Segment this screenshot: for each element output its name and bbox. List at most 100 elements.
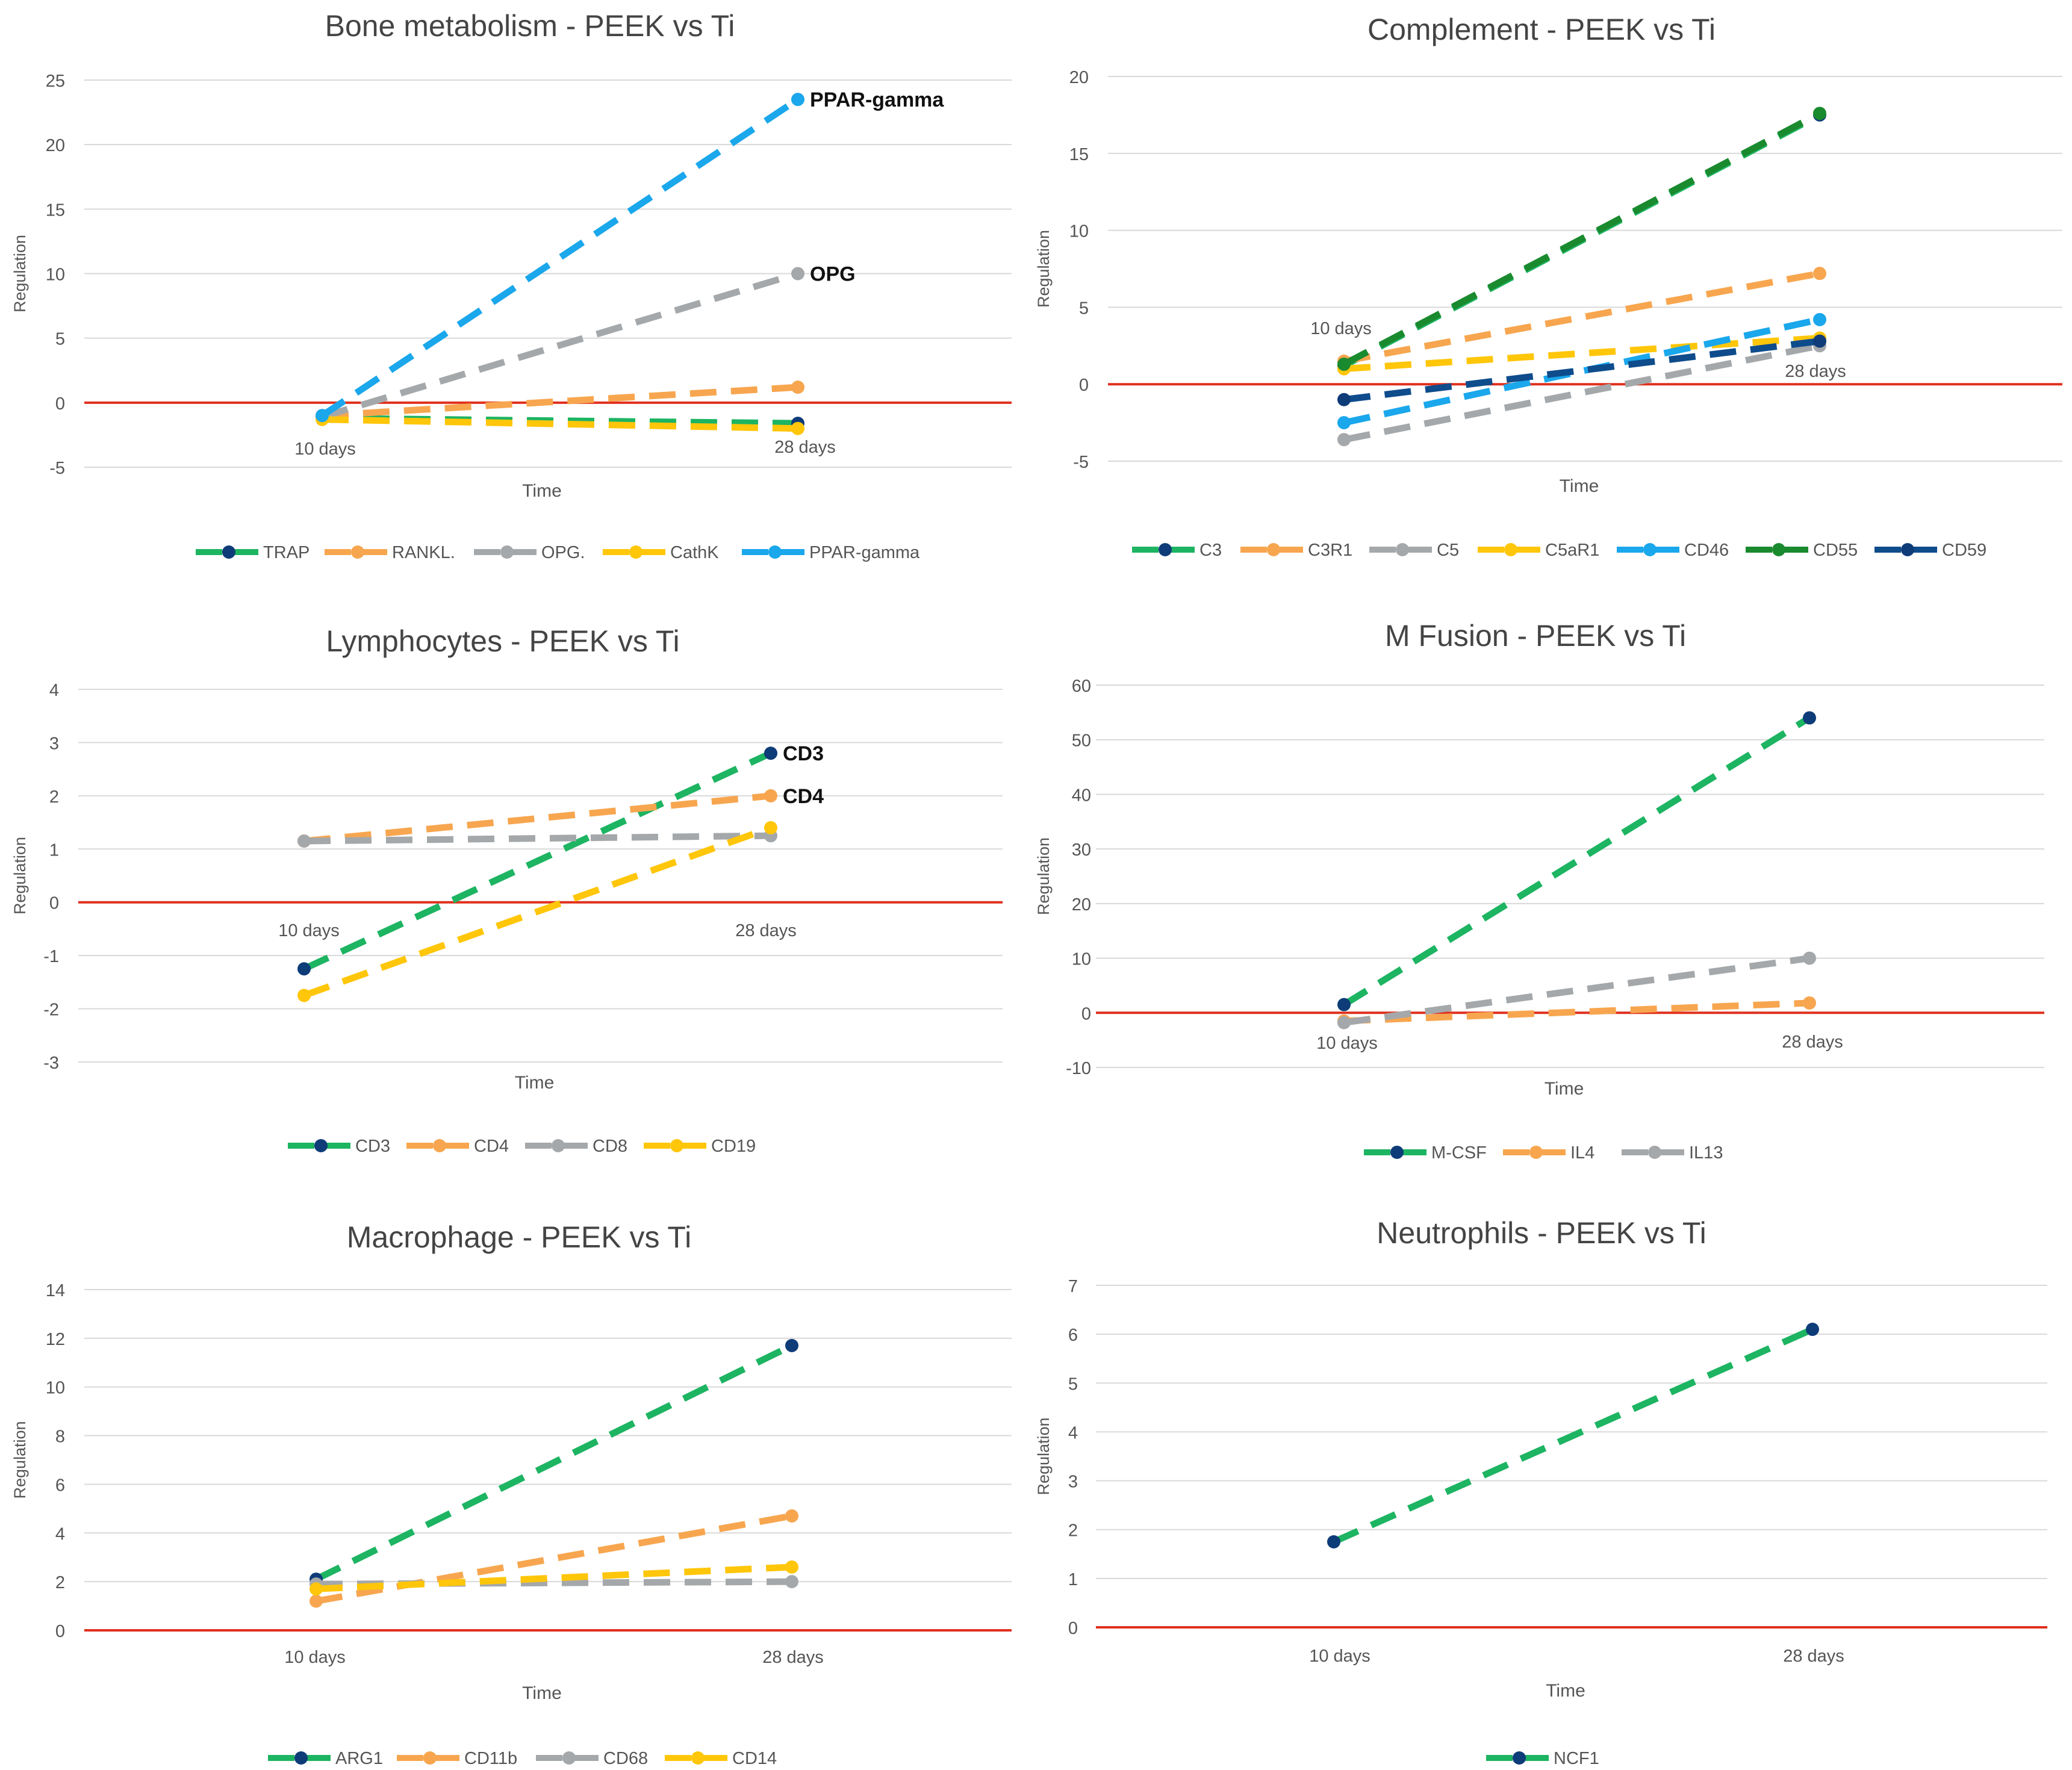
y-tick-label: 10 xyxy=(1072,950,1091,969)
series-line-cd8 xyxy=(303,832,771,845)
series-m-csf xyxy=(1337,711,1816,1011)
series-line-il4 xyxy=(1343,999,1810,1025)
y-tick-label: 3 xyxy=(49,734,59,753)
legend-item-c5: C5 xyxy=(1369,541,1459,560)
chart-bone-metabolism-peek-vs-ti: Bone metabolism - PEEK vs Ti -5 0 5 10 15 20 25… xyxy=(11,9,1012,562)
x-axis-label: Time xyxy=(515,1073,555,1093)
legend-item-il4: IL4 xyxy=(1503,1143,1594,1163)
legend-swatch-marker xyxy=(629,545,642,559)
y-tick-label: 0 xyxy=(1079,376,1089,395)
x-category-label: 10 days xyxy=(294,439,356,459)
legend-swatch-marker xyxy=(1772,543,1785,556)
data-point-cd68 xyxy=(785,1575,798,1589)
legend-item-c5ar1: C5aR1 xyxy=(1478,541,1599,560)
y-axis-label: Regulation xyxy=(11,1421,29,1498)
data-point-cd59 xyxy=(1337,393,1351,406)
data-point-ncf1 xyxy=(1806,1323,1819,1337)
chart-title: Complement - PEEK vs Ti xyxy=(1367,13,1716,46)
series-arg1 xyxy=(310,1338,798,1586)
legend-label: CD3 xyxy=(355,1137,390,1156)
data-point-cd46 xyxy=(1337,416,1351,430)
legend-item-cd4: CD4 xyxy=(406,1137,509,1156)
x-category-label: 28 days xyxy=(762,1648,824,1667)
y-tick-label: 2 xyxy=(1068,1521,1078,1541)
legend-label: CD4 xyxy=(474,1137,509,1156)
y-tick-label: -2 xyxy=(43,1001,59,1020)
legend-item-cd19: CD19 xyxy=(644,1137,756,1156)
legend-swatch-marker xyxy=(1159,543,1172,556)
data-point-cd59 xyxy=(1813,334,1826,348)
data-label-cd4: CD4 xyxy=(783,785,824,808)
data-point-cd11b xyxy=(785,1509,798,1523)
legend-label: PPAR-gamma xyxy=(809,543,920,562)
data-point-il13 xyxy=(1337,1016,1351,1029)
y-tick-label: 10 xyxy=(1069,222,1089,241)
y-tick-label: 4 xyxy=(1068,1423,1078,1442)
y-tick-label: 12 xyxy=(46,1330,65,1349)
legend-item-cd3: CD3 xyxy=(288,1137,390,1156)
data-point-il13 xyxy=(1803,951,1816,965)
legend-item-opg: OPG. xyxy=(474,543,585,562)
data-point-cd19 xyxy=(297,989,311,1002)
series-line-c3r1 xyxy=(1343,270,1820,365)
series-il13 xyxy=(1337,951,1816,1029)
legend-item-il13: IL13 xyxy=(1622,1143,1723,1163)
legend-item-arg1: ARG1 xyxy=(268,1749,383,1768)
chart-title: Lymphocytes - PEEK vs Ti xyxy=(326,624,679,658)
legend-swatch-marker xyxy=(500,545,514,559)
x-axis-label: Time xyxy=(522,1683,562,1703)
data-point-c5 xyxy=(1337,433,1351,447)
chart-m-fusion-peek-vs-ti: M Fusion - PEEK vs Ti -10 0 10 20 30 40 50 60 Reg… xyxy=(1034,619,2044,1163)
y-tick-label: 10 xyxy=(46,1379,65,1398)
x-category-label: 10 days xyxy=(278,921,340,940)
data-point-rankl xyxy=(791,380,804,394)
legend-swatch-marker xyxy=(1396,543,1409,556)
y-tick-label: 0 xyxy=(49,894,59,913)
legend-label: CD46 xyxy=(1684,541,1729,560)
legend-swatch-marker xyxy=(433,1139,446,1152)
data-point-cd55 xyxy=(1813,107,1826,120)
y-tick-label: 5 xyxy=(1068,1374,1078,1394)
legend-item-cd46: CD46 xyxy=(1617,541,1729,560)
y-axis-label: Regulation xyxy=(11,235,29,312)
legend-swatch-marker xyxy=(670,1139,683,1152)
x-category-label: 28 days xyxy=(735,921,797,940)
chart-title: Neutrophils - PEEK vs Ti xyxy=(1377,1216,1706,1250)
series-ppar-gamma: PPAR-gamma xyxy=(316,88,944,423)
y-tick-label: 0 xyxy=(1081,1004,1091,1023)
legend-item-cd14: CD14 xyxy=(665,1749,777,1768)
legend-swatch-marker xyxy=(552,1139,565,1152)
x-axis-label: Time xyxy=(1560,476,1599,496)
series-opg: OPG xyxy=(316,263,856,424)
data-point-cd4 xyxy=(764,789,777,803)
y-tick-label: 0 xyxy=(55,394,65,414)
legend-label: RANKL. xyxy=(392,543,455,562)
data-point-c3r1 xyxy=(1813,267,1826,281)
legend-label: ARG1 xyxy=(335,1749,383,1767)
data-point-cathk xyxy=(791,421,804,435)
legend-label: CD8 xyxy=(593,1137,627,1156)
x-category-label: 10 days xyxy=(1316,1034,1378,1053)
legend-item-cd11b: CD11b xyxy=(397,1749,517,1768)
legend-item-rankl: RANKL. xyxy=(325,543,455,562)
legend-item-cd55: CD55 xyxy=(1746,541,1858,560)
legend-label: C5 xyxy=(1437,541,1459,560)
series-cd46 xyxy=(1337,312,1826,430)
y-tick-label: 5 xyxy=(55,330,65,349)
series-line-opg xyxy=(321,270,799,420)
y-tick-label: 8 xyxy=(55,1427,65,1447)
legend-swatch-marker xyxy=(294,1751,308,1765)
legend-swatch-marker xyxy=(1267,543,1280,556)
y-axis-label: Regulation xyxy=(1034,837,1053,915)
series-line-cd14 xyxy=(316,1564,792,1592)
legend-label: IL4 xyxy=(1570,1143,1594,1163)
y-tick-label: 3 xyxy=(1068,1473,1078,1492)
chart-title: M Fusion - PEEK vs Ti xyxy=(1385,619,1686,653)
legend-label: CD14 xyxy=(732,1749,777,1767)
y-tick-label: 1 xyxy=(1068,1570,1078,1589)
y-tick-label: 1 xyxy=(49,840,59,860)
x-axis-label: Time xyxy=(522,481,562,501)
series-cd3: CD3 xyxy=(297,742,824,976)
legend-label: OPG. xyxy=(541,543,585,562)
